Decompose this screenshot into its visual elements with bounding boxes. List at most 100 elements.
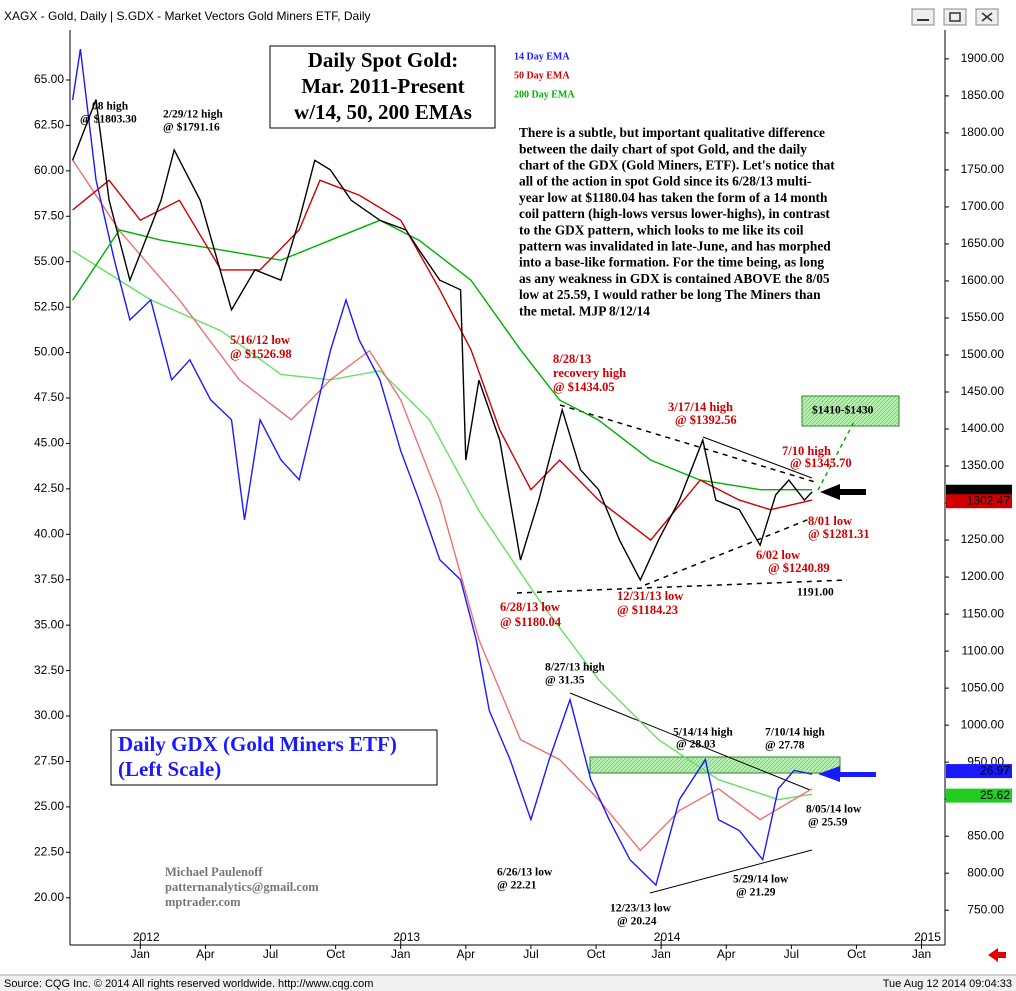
legend-label: 50 Day EMA (514, 70, 570, 81)
y2-tick-label: 1400.00 (961, 421, 1005, 435)
annotation: @ 20.24 (617, 916, 657, 928)
commentary-line: pattern was invalidated in late-June, an… (519, 238, 831, 253)
annotation: @ $1803.30 (80, 113, 137, 126)
x-tick-label: Oct (847, 947, 866, 961)
y2-tick-label: 800.00 (967, 865, 1004, 879)
value-tag-label: 1302.47 (967, 493, 1011, 507)
series-line (72, 159, 813, 852)
annotation: patternanalytics@gmail.com (165, 880, 319, 894)
y-tick-label: 27.50 (34, 754, 64, 768)
annotation: 8/27/13 high (545, 662, 605, 674)
x-tick-label: Oct (587, 947, 606, 961)
annotation: 7/10/14 high (765, 727, 825, 739)
annotation: recovery high (553, 366, 626, 380)
commentary-line: into a base-like formation. For the time… (519, 255, 824, 270)
y2-tick-label: 1200.00 (961, 569, 1005, 583)
y-tick-label: 52.50 (34, 299, 64, 313)
gdx-box (110, 729, 438, 786)
annotation: 2/29/12 high (163, 109, 223, 121)
window-title: XAGX - Gold, Daily | S.GDX - Market Vect… (4, 9, 371, 23)
value-tag-label: 25.62 (980, 788, 1010, 802)
annotation: 6/02 low (756, 548, 800, 562)
x-tick-label: Oct (326, 947, 345, 961)
x-tick-label: Jul (784, 947, 799, 961)
y2-tick-label: 1050.00 (961, 680, 1005, 694)
resistance-zone (589, 756, 841, 774)
annotation: 8/05/14 low (806, 804, 862, 816)
y-tick-label: 47.50 (34, 390, 64, 404)
x-tick-label: Jul (263, 947, 278, 961)
annotation: 7/10 high (782, 444, 831, 458)
annotation: @ $1345.70 (790, 456, 852, 470)
gdx-arrow (818, 766, 876, 782)
y2-tick-label: 1150.00 (962, 606, 1005, 620)
commentary-line: the metal. MJP 8/12/14 (519, 303, 650, 318)
gdx-box-line: (Left Scale) (118, 757, 221, 781)
annotation: 6/26/13 low (497, 867, 553, 879)
y-tick-label: 62.50 (34, 118, 64, 132)
scroll-button[interactable] (988, 948, 1006, 962)
y2-tick-label: 1500.00 (961, 347, 1005, 361)
series-line (72, 219, 813, 491)
legend-label: 200 Day EMA (514, 89, 575, 100)
annotation: 6/28/13 low (500, 600, 560, 614)
annotation: @ $1240.89 (768, 561, 830, 575)
annotation: 1191.00 (797, 587, 834, 599)
minimize-button[interactable] (911, 8, 935, 26)
y2-tick-label: 1450.00 (961, 384, 1005, 398)
x-tick-label: Jan (912, 947, 931, 961)
commentary-line: low at 25.59, I would rather be long The… (519, 287, 821, 302)
x-year-label: 2013 (393, 930, 420, 944)
commentary-line: as any weakness in GDX is contained ABOV… (519, 271, 830, 286)
annotation: 5/29/14 low (733, 874, 789, 886)
annotation: 8/01 low (808, 514, 852, 528)
annotation: @ $1180.04 (500, 615, 562, 629)
gold-arrow (820, 484, 866, 500)
y-tick-label: 32.50 (34, 663, 64, 677)
series-line (72, 179, 813, 542)
annotation: $1410-$1430 (812, 404, 874, 417)
y-tick-label: 55.00 (34, 254, 64, 268)
commentary-line: There is a subtle, but important qualita… (519, 125, 825, 140)
y-tick-label: 25.00 (34, 799, 64, 813)
annotation: @ 31.35 (545, 675, 585, 687)
series-line (71, 48, 813, 887)
y2-tick-label: 1000.00 (961, 717, 1005, 731)
annotation: @ 25.59 (808, 817, 848, 829)
y2-tick-label: 1700.00 (961, 199, 1005, 213)
annotation: @ 21.29 (736, 887, 776, 899)
annotation: @ $1526.98 (230, 347, 292, 361)
annotation: @ $1281.31 (808, 527, 870, 541)
commentary-line: year low at $1180.04 has taken the form … (519, 190, 828, 205)
y-tick-label: 22.50 (34, 844, 64, 858)
value-tag-label: 26.97 (980, 763, 1010, 777)
annotation: Michael Paulenoff (165, 865, 263, 879)
trendlines (516, 404, 856, 894)
restore-button[interactable] (943, 8, 967, 26)
annotation: @ 22.21 (497, 880, 537, 892)
y-tick-label: 57.50 (34, 208, 64, 222)
x-year-label: 2012 (133, 930, 160, 944)
annotation: @ 28.03 (676, 739, 716, 751)
x-tick-label: Apr (717, 947, 736, 961)
y-tick-label: 20.00 (34, 890, 64, 904)
annotation: mptrader.com (165, 895, 241, 909)
annotation: 8/28/13 (553, 352, 591, 366)
annotation: 12/31/13 low (617, 589, 683, 603)
annotation: 3/17/14 high (668, 400, 733, 414)
y-tick-label: 60.00 (34, 163, 64, 177)
title-line: Daily Spot Gold: (308, 48, 459, 72)
commentary-line: all of the action in spot Gold since its… (519, 174, 811, 189)
x-tick-label: Jan (651, 947, 670, 961)
x-year-label: 2014 (654, 930, 681, 944)
y2-tick-label: 850.00 (967, 828, 1004, 842)
annotation: 5/16/12 low (230, 333, 290, 347)
x-year-label: 2015 (914, 930, 941, 944)
window-buttons[interactable] (911, 8, 999, 26)
y2-tick-label: 1550.00 (961, 310, 1005, 324)
value-tag (946, 494, 1012, 509)
y-tick-label: 50.00 (34, 345, 64, 359)
annotation: @ $1392.56 (675, 413, 737, 427)
value-tag (946, 764, 1012, 779)
